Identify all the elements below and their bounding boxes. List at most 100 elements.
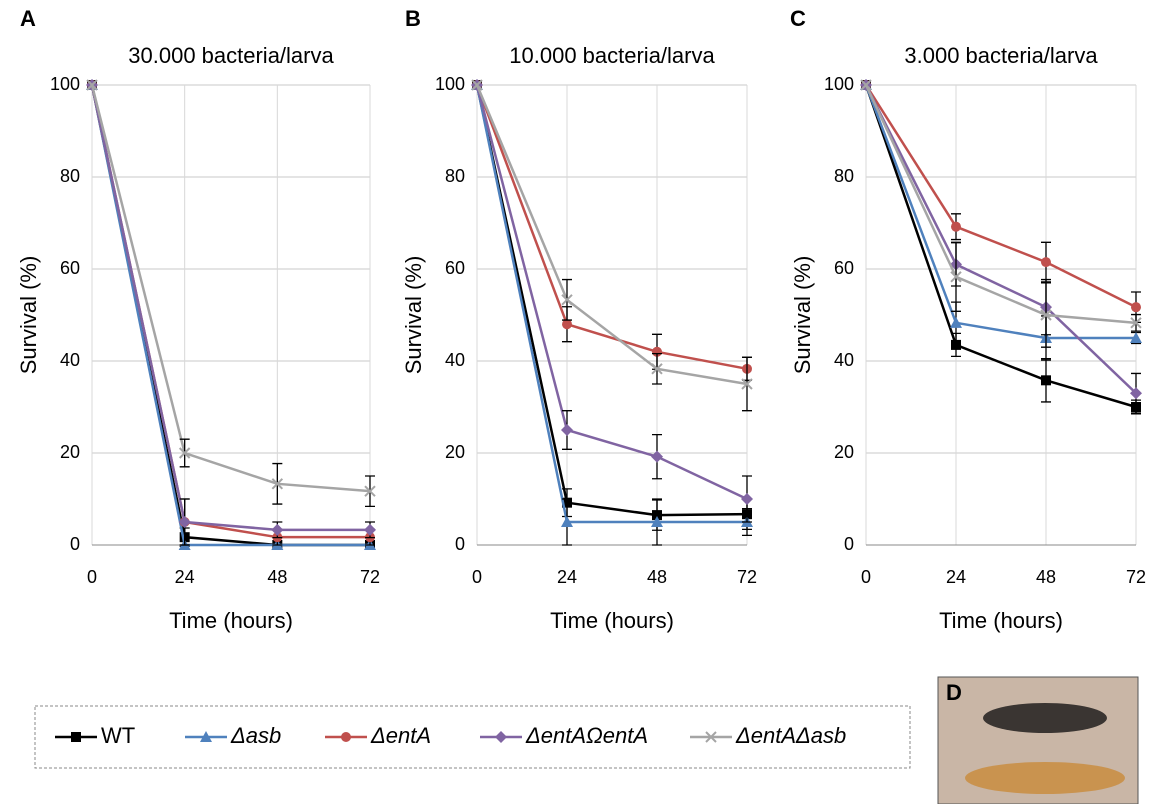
y-tick-label: 100 bbox=[50, 74, 80, 94]
chart-title: 30.000 bacteria/larva bbox=[128, 43, 334, 68]
panel-label: C bbox=[790, 6, 806, 31]
marker bbox=[200, 731, 212, 742]
marker bbox=[1131, 302, 1141, 313]
series-line bbox=[864, 84, 1136, 340]
marker bbox=[561, 424, 573, 436]
marker bbox=[178, 516, 191, 528]
y-tick-label: 0 bbox=[844, 534, 854, 554]
marker bbox=[364, 485, 376, 497]
y-axis-label: Survival (%) bbox=[16, 256, 41, 375]
series-line bbox=[864, 84, 1137, 309]
marker bbox=[741, 493, 753, 505]
x-tick-label: 72 bbox=[1126, 567, 1146, 587]
legend-box bbox=[34, 705, 911, 769]
legend-label: ΔentAΩentA bbox=[525, 723, 648, 748]
panel: C 3.000 bacteria/larva Time (hours) Surviva… bbox=[790, 6, 1146, 633]
panel-label: B bbox=[405, 6, 421, 31]
marker bbox=[271, 478, 284, 490]
y-tick-label: 100 bbox=[435, 74, 465, 94]
x-tick-label: 48 bbox=[647, 567, 667, 587]
legend-item: ΔentAΩentA bbox=[480, 723, 648, 748]
marker bbox=[951, 339, 961, 350]
y-tick-label: 40 bbox=[834, 350, 854, 370]
x-axis-label: Time (hours) bbox=[169, 608, 293, 633]
legend-item: WT bbox=[55, 723, 135, 748]
y-tick-label: 40 bbox=[445, 350, 465, 370]
x-tick-label: 0 bbox=[472, 567, 482, 587]
legend-item: ΔentA bbox=[325, 723, 431, 748]
x-tick-label: 0 bbox=[861, 567, 871, 587]
marker bbox=[950, 271, 962, 283]
x-tick-label: 48 bbox=[267, 567, 287, 587]
marker bbox=[741, 378, 753, 390]
photo: D bbox=[937, 676, 1139, 804]
y-tick-label: 0 bbox=[455, 534, 465, 554]
marker bbox=[1130, 387, 1142, 400]
marker bbox=[495, 731, 507, 743]
legend-label: ΔentA bbox=[370, 723, 431, 748]
y-axis-label: Survival (%) bbox=[790, 256, 815, 375]
y-tick-label: 20 bbox=[834, 442, 854, 462]
y-tick-label: 20 bbox=[60, 442, 80, 462]
legend-label: Δasb bbox=[230, 723, 281, 748]
y-tick-label: 40 bbox=[60, 350, 80, 370]
marker bbox=[364, 523, 376, 536]
dark-larva bbox=[983, 703, 1107, 733]
x-tick-label: 48 bbox=[1036, 567, 1056, 587]
legend-label: ΔentAΔasb bbox=[735, 723, 846, 748]
series-line bbox=[864, 84, 1137, 409]
y-tick-label: 60 bbox=[60, 258, 80, 278]
y-tick-label: 80 bbox=[834, 166, 854, 186]
marker bbox=[651, 450, 663, 463]
series-line bbox=[475, 84, 748, 371]
pale-larva bbox=[965, 762, 1125, 794]
marker bbox=[178, 447, 191, 459]
series-line bbox=[90, 84, 371, 493]
panel-label: A bbox=[20, 6, 36, 31]
y-axis-label: Survival (%) bbox=[401, 256, 426, 375]
x-tick-label: 24 bbox=[175, 567, 195, 587]
marker bbox=[1041, 375, 1051, 386]
series-line bbox=[864, 84, 1137, 325]
marker bbox=[71, 732, 81, 742]
marker bbox=[1130, 332, 1142, 343]
series-line bbox=[90, 84, 370, 547]
panel-label: D bbox=[946, 680, 962, 705]
series-line bbox=[475, 84, 747, 524]
y-tick-label: 60 bbox=[834, 258, 854, 278]
x-axis-label: Time (hours) bbox=[550, 608, 674, 633]
panel: B 10.000 bacteria/larva Time (hours) Surviv… bbox=[401, 6, 757, 633]
y-tick-label: 20 bbox=[445, 442, 465, 462]
series-line bbox=[475, 84, 748, 386]
x-tick-label: 0 bbox=[87, 567, 97, 587]
y-tick-label: 100 bbox=[824, 74, 854, 94]
marker bbox=[471, 79, 483, 91]
marker bbox=[271, 523, 284, 536]
y-tick-label: 80 bbox=[60, 166, 80, 186]
marker bbox=[561, 294, 573, 306]
marker bbox=[950, 316, 962, 328]
marker bbox=[951, 221, 961, 232]
x-tick-label: 72 bbox=[737, 567, 757, 587]
y-tick-label: 60 bbox=[445, 258, 465, 278]
marker bbox=[1041, 257, 1051, 268]
marker bbox=[1130, 317, 1142, 329]
series-line bbox=[90, 84, 370, 532]
series-line bbox=[864, 84, 1137, 395]
marker bbox=[562, 319, 572, 330]
marker bbox=[651, 516, 663, 527]
x-tick-label: 72 bbox=[360, 567, 380, 587]
marker bbox=[652, 346, 662, 357]
legend-item: Δasb bbox=[185, 723, 281, 748]
series-line bbox=[475, 84, 748, 517]
marker bbox=[561, 516, 573, 527]
x-tick-label: 24 bbox=[557, 567, 577, 587]
chart-title: 3.000 bacteria/larva bbox=[904, 43, 1098, 68]
legend-label: WT bbox=[101, 723, 135, 748]
photo-frame bbox=[937, 676, 1139, 804]
y-tick-label: 80 bbox=[445, 166, 465, 186]
x-axis-label: Time (hours) bbox=[939, 608, 1063, 633]
marker bbox=[860, 79, 872, 91]
y-tick-label: 0 bbox=[70, 534, 80, 554]
